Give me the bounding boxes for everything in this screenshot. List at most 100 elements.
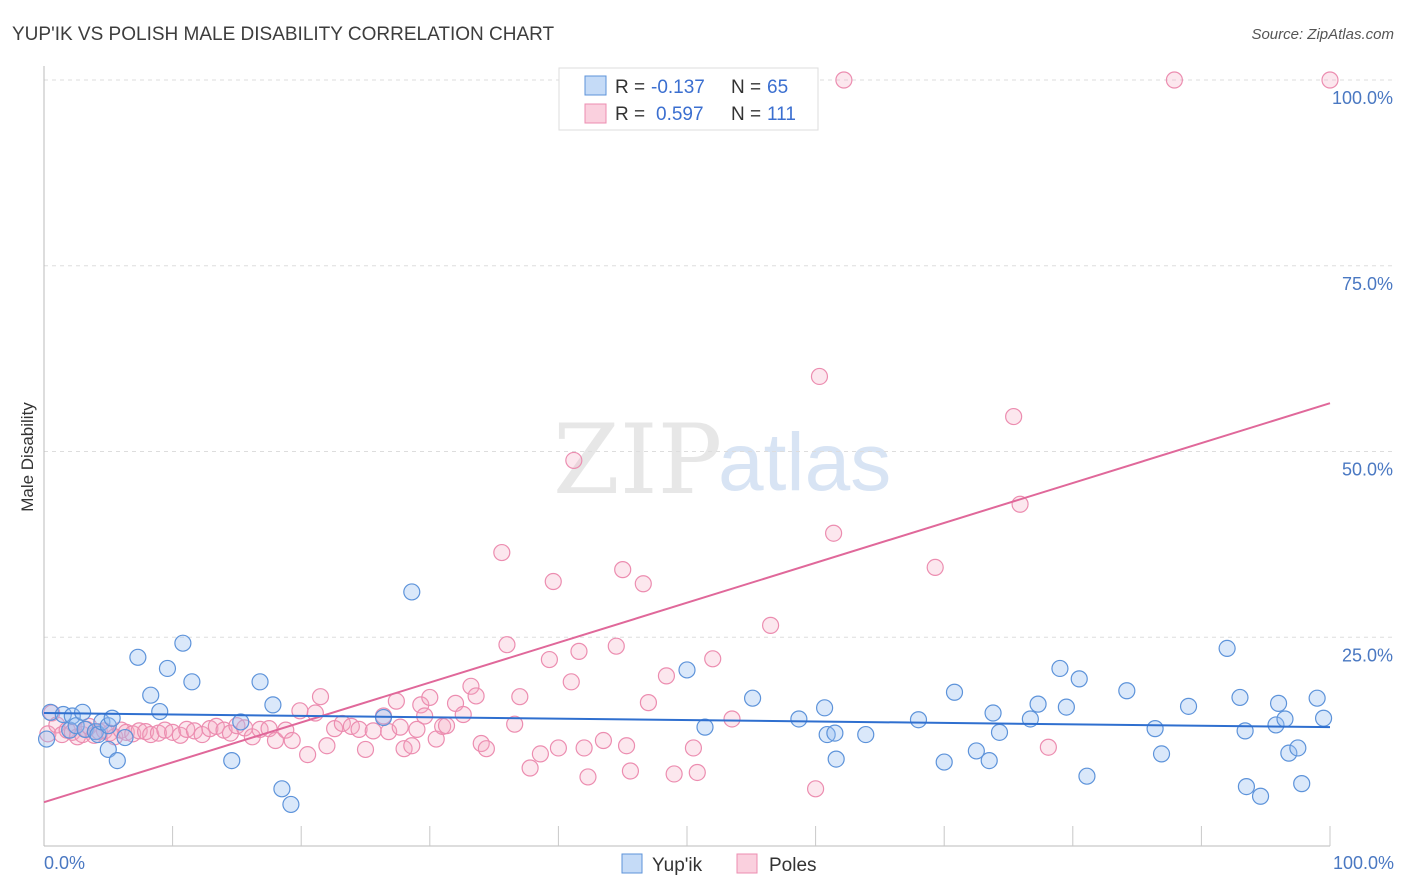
stats-legend: R = -0.137 N = 65 R = 0.597 N = 111 — [558, 67, 819, 131]
yupik-point — [826, 724, 844, 742]
yupik-point — [273, 780, 291, 798]
yupik-point — [935, 753, 953, 771]
poles-point — [462, 677, 480, 695]
chart-title: YUP'IK VS POLISH MALE DISABILITY CORRELA… — [12, 24, 554, 45]
poles-point — [544, 572, 562, 591]
poles-point — [521, 759, 539, 777]
poles-point — [634, 575, 652, 593]
poles-point — [835, 71, 853, 89]
poles-point — [688, 763, 706, 782]
yupik-point — [1070, 670, 1088, 688]
yupik-point — [37, 730, 56, 748]
poles-point — [356, 740, 375, 759]
poles-point — [761, 616, 780, 634]
x-tick-label-max: 100.0% — [1333, 853, 1394, 873]
y-tick-label-50: 50.0% — [1342, 460, 1393, 480]
yupik-point — [990, 723, 1009, 741]
x-tick-label-min: 0.0% — [44, 853, 85, 873]
poles-point — [1005, 407, 1023, 426]
yupik-point — [945, 683, 964, 701]
poles-point — [723, 710, 741, 728]
poles-point — [421, 688, 439, 707]
yupik-trend-line — [43, 712, 1331, 729]
yupik-point — [264, 696, 282, 714]
legend-r-label-poles: R = — [615, 104, 645, 125]
yupik-point — [1078, 767, 1096, 785]
legend-n-label-yupik: N = — [731, 77, 761, 98]
poles-point — [617, 737, 636, 755]
yupik-point — [251, 673, 269, 691]
bottom-legend-swatch-poles — [736, 853, 758, 874]
yupik-point — [967, 742, 985, 760]
poles-point — [565, 451, 583, 470]
poles-point — [311, 688, 330, 706]
yupik-point — [116, 728, 134, 747]
poles-point — [283, 731, 301, 750]
yupik-point — [1269, 694, 1288, 712]
legend-n-label-poles: N = — [731, 104, 761, 125]
poles-point — [806, 780, 825, 798]
poles-point — [810, 367, 829, 386]
yupik-point — [1293, 775, 1311, 793]
yupik-point — [129, 648, 147, 666]
poles-point — [607, 637, 625, 655]
chart-source: Source: ZipAtlas.com — [1251, 26, 1394, 43]
yupik-point — [223, 751, 241, 770]
bottom-legend-label-yupik: Yup'ik — [652, 855, 703, 876]
legend-swatch-yupik — [584, 75, 607, 96]
yupik-point — [1051, 659, 1069, 678]
yupik-point — [73, 703, 92, 721]
gridlines — [44, 79, 1394, 638]
yupik-point — [1146, 720, 1164, 738]
yupik-point — [151, 702, 169, 721]
yupik-point — [984, 704, 1002, 722]
legend-r-label-yupik: R = — [615, 77, 645, 98]
series-legend: Yup'ik Poles — [621, 853, 817, 876]
poles-point — [477, 740, 495, 758]
poles-point — [614, 561, 632, 579]
poles-trend-line — [43, 402, 1331, 804]
yupik-point — [1179, 697, 1198, 715]
yupik-point — [1251, 787, 1270, 805]
poles-point — [684, 739, 703, 757]
poles-point — [408, 720, 426, 738]
poles-point — [665, 765, 683, 783]
poles-point — [318, 737, 336, 755]
yupik-point — [743, 689, 762, 707]
yupik-point — [1057, 698, 1075, 716]
legend-r-value-yupik: -0.137 — [651, 77, 705, 98]
poles-point — [657, 667, 676, 685]
yupik-point — [909, 711, 928, 729]
yupik-point — [232, 713, 250, 731]
legend-swatch-poles — [584, 103, 607, 124]
y-axis-label: Male Disability — [18, 402, 37, 512]
yupik-point — [76, 720, 94, 738]
poles-point — [570, 642, 588, 660]
poles-point — [299, 746, 317, 764]
watermark-atlas: atlas — [718, 417, 891, 508]
poles-point — [639, 694, 658, 712]
yupik-point — [1276, 710, 1294, 728]
yupik-point — [158, 659, 177, 678]
poles-point — [498, 636, 516, 654]
yupik-point — [1308, 689, 1326, 707]
poles-point — [540, 650, 558, 669]
yupik-point — [1152, 745, 1171, 763]
y-tick-label-100: 100.0% — [1332, 88, 1393, 108]
poles-point — [594, 731, 613, 750]
yupik-point — [1118, 682, 1136, 700]
yupik-point — [174, 634, 192, 652]
poles-point — [350, 720, 368, 738]
poles-point — [437, 717, 456, 735]
y-tick-label-75: 75.0% — [1342, 274, 1393, 294]
yupik-point — [1280, 744, 1298, 762]
yupik-point — [108, 751, 126, 770]
poles-point — [467, 687, 485, 705]
yupik-point — [99, 740, 117, 759]
poles-point — [511, 688, 529, 706]
poles-point — [391, 718, 409, 736]
yupik-point — [816, 699, 834, 717]
x-tick-marks — [172, 826, 1331, 846]
yupik-point — [183, 673, 201, 691]
poles-point — [1165, 71, 1183, 89]
